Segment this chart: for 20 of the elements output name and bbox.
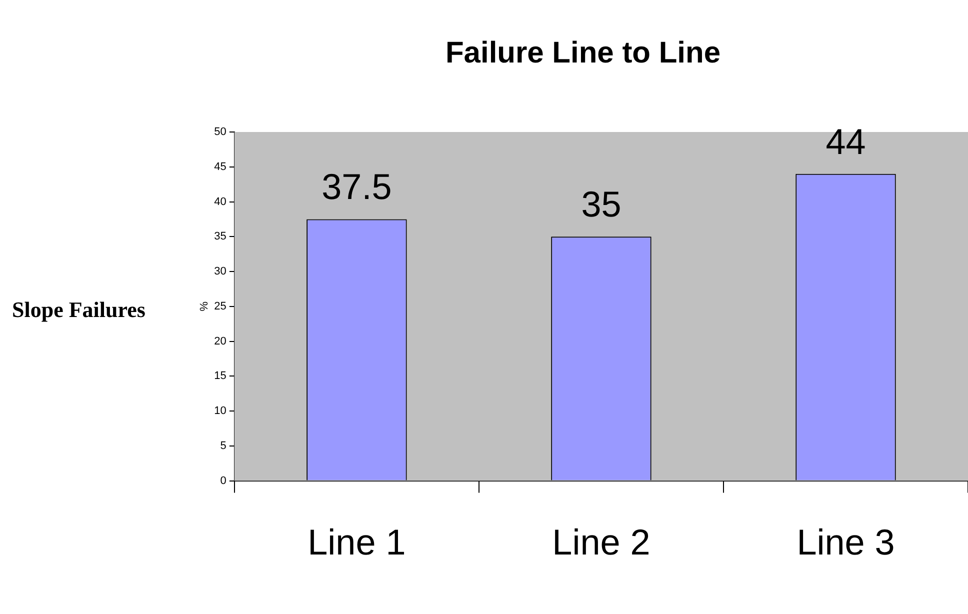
y-tick-label: 25 xyxy=(214,300,226,312)
data-label: 35 xyxy=(581,184,622,225)
y-tick-label: 40 xyxy=(214,196,226,208)
y-tick-label: 50 xyxy=(214,126,226,138)
y-tick-label: 5 xyxy=(220,440,226,452)
chart-title: Failure Line to Line xyxy=(445,36,721,70)
y-tick-label: 0 xyxy=(220,474,226,487)
y-tick-label: 35 xyxy=(214,230,226,243)
x-tick-label: Line 3 xyxy=(796,521,895,562)
x-tick-label: Line 1 xyxy=(308,521,406,562)
data-label: 44 xyxy=(826,120,866,162)
y-tick-label: 30 xyxy=(214,266,226,278)
x-tick-label: Line 2 xyxy=(552,521,650,562)
y-tick-label: 10 xyxy=(214,405,226,418)
y-axis-title: % xyxy=(198,301,211,312)
y-tick-label: 45 xyxy=(214,160,226,173)
y-tick-label: 15 xyxy=(214,370,226,382)
text: Slope Failures xyxy=(12,297,146,322)
data-label: 37.5 xyxy=(322,166,392,208)
y-tick-label: 20 xyxy=(214,335,226,348)
